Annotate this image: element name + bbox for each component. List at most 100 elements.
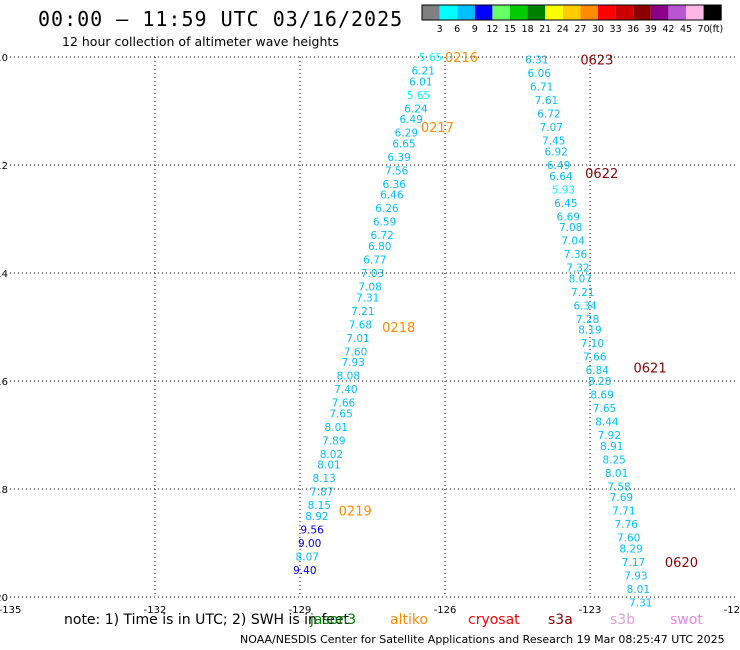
- legend-sat-5: swot: [670, 612, 703, 628]
- pass-time-label: 0218: [382, 321, 415, 336]
- x-tick-label: -120: [724, 605, 740, 616]
- swh-label: 7.60: [617, 533, 640, 545]
- colorbar-swatch: [668, 5, 686, 20]
- y-tick-label: -14: [0, 269, 8, 280]
- colorbar-swatch: [474, 5, 493, 20]
- swh-label: 8.44: [595, 417, 619, 429]
- pass-time-label: 0622: [585, 167, 618, 182]
- swh-label: 9.56: [300, 525, 324, 537]
- swh-label: 7.08: [559, 222, 582, 234]
- colorbar-label: 39: [645, 24, 657, 35]
- swh-label: 6.01: [409, 76, 432, 88]
- colorbar-label: 30: [592, 24, 604, 35]
- pass-time-label: 0216: [445, 51, 478, 66]
- colorbar-label: 15: [504, 24, 516, 35]
- swh-label: 8.02: [320, 449, 343, 461]
- swh-label: 8.69: [590, 390, 613, 402]
- swh-label: 6.29: [395, 128, 418, 140]
- legend-sat-1: altiko: [390, 612, 429, 628]
- swh-label: 6.80: [368, 241, 391, 253]
- swh-label: 6.46: [380, 190, 404, 202]
- swh-label: 7.65: [329, 408, 352, 420]
- swh-label: 6.69: [557, 211, 580, 223]
- swh-label: 7.08: [358, 282, 381, 294]
- swh-label: 6.59: [373, 217, 396, 229]
- colorbar-unit: (ft): [709, 24, 723, 35]
- swh-label: 6.64: [549, 171, 573, 183]
- colorbar-swatch: [439, 5, 458, 20]
- swh-label: 7.31: [629, 597, 652, 609]
- y-tick-label: -16: [0, 377, 8, 388]
- pass-time-label: 0620: [665, 556, 698, 571]
- swh-label: 6.84: [586, 365, 610, 377]
- colorbar-label: 12: [486, 24, 498, 35]
- colorbar-swatch: [686, 5, 704, 20]
- swh-label: 7.65: [593, 403, 616, 415]
- swh-label: 6.72: [537, 109, 560, 121]
- swh-label: 7.21: [571, 287, 594, 299]
- y-tick-label: -10: [0, 53, 8, 64]
- swh-label: 7.40: [334, 384, 357, 396]
- swh-label: 7.66: [583, 352, 607, 364]
- legend-sat-2: cryosat: [468, 612, 520, 628]
- colorbar-label: 24: [557, 24, 569, 35]
- swh-label: 8.91: [600, 441, 623, 453]
- colorbar-swatch: [527, 5, 546, 20]
- colorbar-label: 70: [698, 24, 710, 35]
- swh-label: 8.29: [619, 543, 642, 555]
- x-tick-label: -132: [144, 605, 167, 616]
- pass-time-label: 0217: [421, 121, 454, 136]
- swh-label: 7.32: [566, 263, 589, 275]
- swh-label: 7.07: [540, 122, 563, 134]
- swh-label: 6.72: [370, 230, 393, 242]
- x-tick-label: -129: [289, 605, 312, 616]
- swh-label: 5.93: [552, 184, 575, 196]
- colorbar-label: 33: [610, 24, 622, 35]
- colorbar-frame: [421, 4, 722, 21]
- swh-label: 6.77: [363, 255, 386, 267]
- swh-label: 6.24: [404, 103, 428, 115]
- swh-label: 7.01: [346, 333, 369, 345]
- colorbar-swatch: [457, 5, 475, 20]
- swh-label: 9.00: [298, 538, 321, 550]
- y-tick-label: -12: [0, 161, 8, 172]
- colorbar-swatch: [510, 5, 528, 20]
- legend-sat-4: s3b: [610, 612, 636, 628]
- pass-time-label: 0623: [580, 54, 613, 69]
- colorbar-label: 18: [522, 24, 534, 35]
- swh-label: 8.07: [569, 273, 592, 285]
- colorbar-swatch: [615, 5, 634, 20]
- swh-label: 8.15: [308, 500, 331, 512]
- swh-label: 7.04: [561, 236, 585, 248]
- swh-label: 7.45: [542, 136, 565, 148]
- swh-label: 8.92: [305, 511, 328, 523]
- swh-label: 6.34: [573, 300, 597, 312]
- swh-label: 7.93: [341, 357, 364, 369]
- swh-label: 9.40: [293, 565, 316, 577]
- swh-label: 7.10: [581, 338, 604, 350]
- swh-label: 8.01: [317, 460, 340, 472]
- swh-label: 6.92: [544, 147, 567, 159]
- swh-label: 7.89: [322, 435, 345, 447]
- swh-label: 7.93: [624, 570, 647, 582]
- swh-label: 7.66: [332, 398, 356, 410]
- swh-label: 8.19: [578, 325, 601, 337]
- colorbar-swatch: [703, 5, 722, 20]
- swh-label: 8.28: [588, 376, 611, 388]
- swh-label: 7.17: [622, 557, 645, 569]
- swh-label: 7.03: [361, 268, 384, 280]
- colorbar-swatch: [562, 5, 581, 20]
- colorbar-swatch: [545, 5, 563, 20]
- colorbar-label: 42: [662, 24, 674, 35]
- colorbar-swatch: [598, 5, 616, 20]
- swh-label: 7.28: [576, 314, 599, 326]
- swh-label: 7.71: [612, 506, 635, 518]
- colorbar-label: 27: [574, 24, 586, 35]
- colorbar-label: 45: [680, 24, 692, 35]
- colorbar-swatch: [650, 5, 669, 20]
- swh-label: 7.87: [310, 487, 333, 499]
- swh-label: 8.08: [337, 371, 360, 383]
- swh-label: 6.65: [392, 138, 415, 150]
- colorbar-label: 36: [627, 24, 639, 35]
- legend-sat-0: jason3: [310, 612, 357, 628]
